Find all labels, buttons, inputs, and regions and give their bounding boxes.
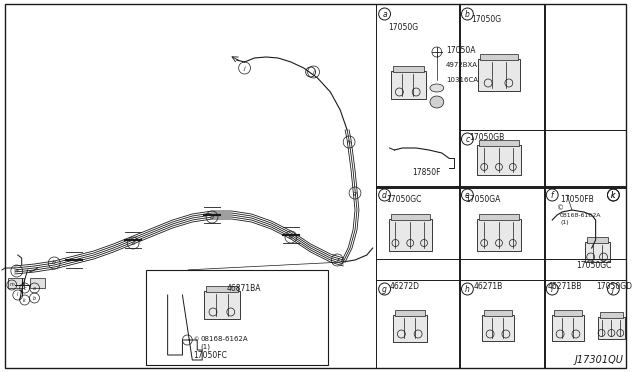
Text: g: g: [382, 285, 387, 294]
Text: 46271BB: 46271BB: [547, 282, 582, 291]
Text: j: j: [612, 285, 614, 294]
Text: 17050FC: 17050FC: [193, 351, 227, 360]
Text: h: h: [347, 140, 351, 144]
Text: a: a: [382, 10, 387, 19]
Text: l: l: [17, 292, 19, 298]
Text: (1): (1): [200, 344, 210, 350]
Text: a: a: [33, 285, 36, 291]
Text: 08168-6162A: 08168-6162A: [200, 336, 248, 342]
Text: 17050GC: 17050GC: [387, 195, 422, 204]
Bar: [394, 315, 427, 342]
Text: 46871BA: 46871BA: [227, 284, 261, 293]
Bar: [587, 237, 609, 243]
Text: ©: ©: [193, 337, 199, 342]
Text: c: c: [465, 135, 470, 144]
Text: i: i: [551, 285, 554, 294]
Text: 17050GB: 17050GB: [469, 133, 505, 142]
Bar: [394, 66, 424, 72]
Bar: [477, 219, 521, 251]
Bar: [392, 71, 426, 99]
Text: b: b: [465, 10, 470, 19]
Text: d: d: [210, 215, 214, 219]
Text: h: h: [465, 285, 470, 294]
Bar: [585, 242, 611, 262]
Text: j: j: [244, 65, 245, 71]
Bar: [479, 214, 518, 220]
Bar: [478, 59, 520, 91]
Text: k: k: [23, 298, 26, 302]
Text: d: d: [382, 190, 387, 199]
Bar: [484, 310, 512, 316]
Bar: [480, 54, 518, 60]
Text: c: c: [131, 241, 135, 246]
Bar: [146, 270, 328, 365]
Bar: [8, 278, 24, 288]
Text: m: m: [10, 282, 14, 288]
Text: ©: ©: [557, 205, 564, 211]
Bar: [388, 219, 432, 251]
Bar: [477, 145, 521, 175]
Text: a: a: [15, 269, 19, 273]
Text: g: g: [353, 190, 357, 196]
Bar: [600, 312, 623, 318]
Text: J17301QU: J17301QU: [574, 355, 623, 365]
Text: 4972BXA: 4972BXA: [445, 62, 477, 68]
Text: f: f: [551, 190, 554, 199]
Text: 17850F: 17850F: [412, 168, 441, 177]
Text: b: b: [52, 260, 56, 266]
Bar: [396, 310, 425, 316]
Text: 17050G: 17050G: [472, 15, 502, 24]
Text: 17050GA: 17050GA: [465, 195, 501, 204]
Text: f: f: [336, 257, 339, 263]
Bar: [479, 140, 518, 146]
Text: i: i: [313, 70, 314, 74]
Ellipse shape: [430, 96, 444, 108]
Text: 17050GD: 17050GD: [596, 282, 632, 291]
Text: 46272D: 46272D: [390, 282, 420, 291]
Text: e: e: [465, 190, 470, 199]
Ellipse shape: [430, 84, 444, 92]
Text: 46271B: 46271B: [474, 282, 502, 291]
Text: 08168-6162A: 08168-6162A: [560, 213, 602, 218]
Text: k: k: [611, 190, 616, 199]
Text: e: e: [289, 234, 293, 240]
Bar: [554, 310, 582, 316]
Text: 17050G: 17050G: [388, 23, 419, 32]
Text: 17050A: 17050A: [445, 46, 476, 55]
Text: (1): (1): [560, 220, 569, 225]
Bar: [390, 214, 430, 220]
Text: 17050GC: 17050GC: [576, 261, 611, 270]
Bar: [29, 278, 45, 288]
Text: b: b: [33, 295, 36, 301]
Bar: [482, 315, 514, 341]
Text: k: k: [611, 190, 616, 199]
Bar: [598, 317, 625, 339]
Bar: [206, 286, 237, 292]
Text: c: c: [23, 285, 26, 291]
Text: 10316CA: 10316CA: [445, 77, 477, 83]
Bar: [552, 315, 584, 341]
Text: 17050FB: 17050FB: [560, 195, 594, 204]
Bar: [204, 291, 239, 319]
